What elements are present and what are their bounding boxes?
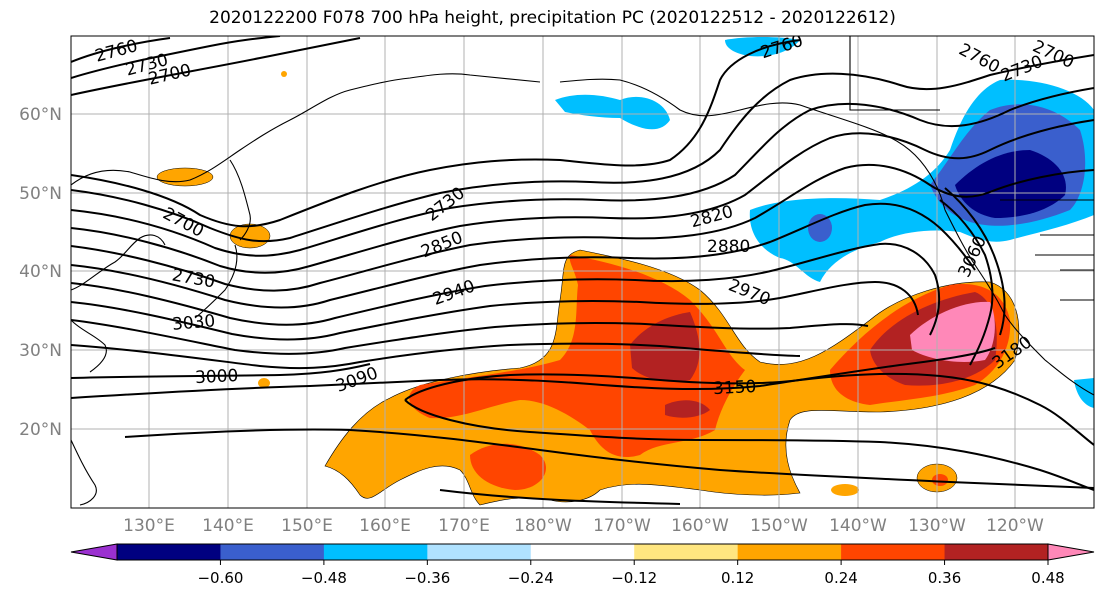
- colorbar-bin: [634, 544, 739, 560]
- lon-label: 140°E: [202, 516, 254, 536]
- lon-label: 180°W: [514, 516, 572, 536]
- colorbar-tick-label: 0.36: [928, 569, 961, 587]
- colorbar-tick-label: −0.48: [301, 569, 347, 587]
- colorbar-tick-label: −0.60: [197, 569, 243, 587]
- lon-label: 150°W: [750, 516, 808, 536]
- colorbar: −0.60 −0.48 −0.36 −0.24 −0.12 0.12 0.24 0.36 0.4…: [70, 543, 1095, 587]
- precip-pink-area: [910, 301, 995, 362]
- lon-label: 160°W: [671, 516, 729, 536]
- colorbar-tick-label: −0.36: [404, 569, 450, 587]
- map-frame: [70, 35, 1095, 509]
- colorbar-right-extension: [1047, 543, 1095, 561]
- colorbar-tick-label: −0.24: [508, 569, 554, 587]
- precip-darkred-area-2: [665, 400, 710, 418]
- colorbar-tick-label: 0.48: [1031, 569, 1064, 587]
- contour-label: 3030: [171, 311, 216, 335]
- precip-red-area: [409, 255, 745, 458]
- precip-orange-spot: [156, 167, 214, 187]
- precip-red-spot: [932, 474, 948, 486]
- lat-label: 60°N: [19, 105, 62, 125]
- precip-orange-spot: [258, 378, 270, 388]
- contour-label: 3000: [195, 366, 239, 388]
- colorbar-bin: [530, 544, 635, 560]
- lon-label: 170°W: [593, 516, 651, 536]
- coastlines: [71, 36, 1094, 506]
- lon-label: 160°E: [359, 516, 411, 536]
- colorbar-bin: [944, 544, 1049, 560]
- colorbar-tick-label: 0.24: [824, 569, 857, 587]
- colorbar-bin: [737, 544, 842, 560]
- colorbar-bin: [323, 544, 428, 560]
- lon-label: 140°W: [829, 516, 887, 536]
- colorbar-frame: [116, 543, 1049, 561]
- lat-label: 20°N: [19, 420, 62, 440]
- lon-label: 170°E: [438, 516, 490, 536]
- colorbar-bin: [220, 544, 325, 560]
- lon-label: 130°W: [908, 516, 966, 536]
- precip-red-area-south: [470, 443, 546, 490]
- colorbar-tick-label: 0.12: [721, 569, 754, 587]
- precip-lightblue-area-aleutian: [555, 94, 670, 130]
- colorbar-tick-label: −0.12: [611, 569, 657, 587]
- colorbar-bin: [117, 544, 221, 560]
- figure-title: 2020122200 F078 700 hPa height, precipit…: [209, 8, 896, 28]
- lon-label: 150°E: [281, 516, 333, 536]
- contour-label: 3150: [713, 377, 757, 399]
- lon-label: 120°W: [986, 516, 1044, 536]
- height-contours: [71, 36, 1094, 505]
- precip-lightblue-area-north: [725, 37, 800, 57]
- precip-blue-spot: [808, 214, 832, 242]
- precip-orange-spot: [281, 71, 287, 77]
- lon-label: 130°E: [123, 516, 175, 536]
- longitude-labels: 130°E 140°E 150°E 160°E 170°E 180°W 170°…: [123, 516, 1044, 536]
- lat-label: 30°N: [19, 341, 62, 361]
- colorbar-bin: [841, 544, 946, 560]
- lat-label: 40°N: [19, 262, 62, 282]
- colorbar-left-extension: [70, 543, 118, 561]
- contour-label: 2880: [707, 237, 750, 257]
- colorbar-bin: [427, 544, 532, 560]
- precip-orange-spot: [831, 484, 859, 496]
- latitude-labels: 60°N 50°N 40°N 30°N 20°N: [19, 105, 62, 440]
- lat-label: 50°N: [19, 184, 62, 204]
